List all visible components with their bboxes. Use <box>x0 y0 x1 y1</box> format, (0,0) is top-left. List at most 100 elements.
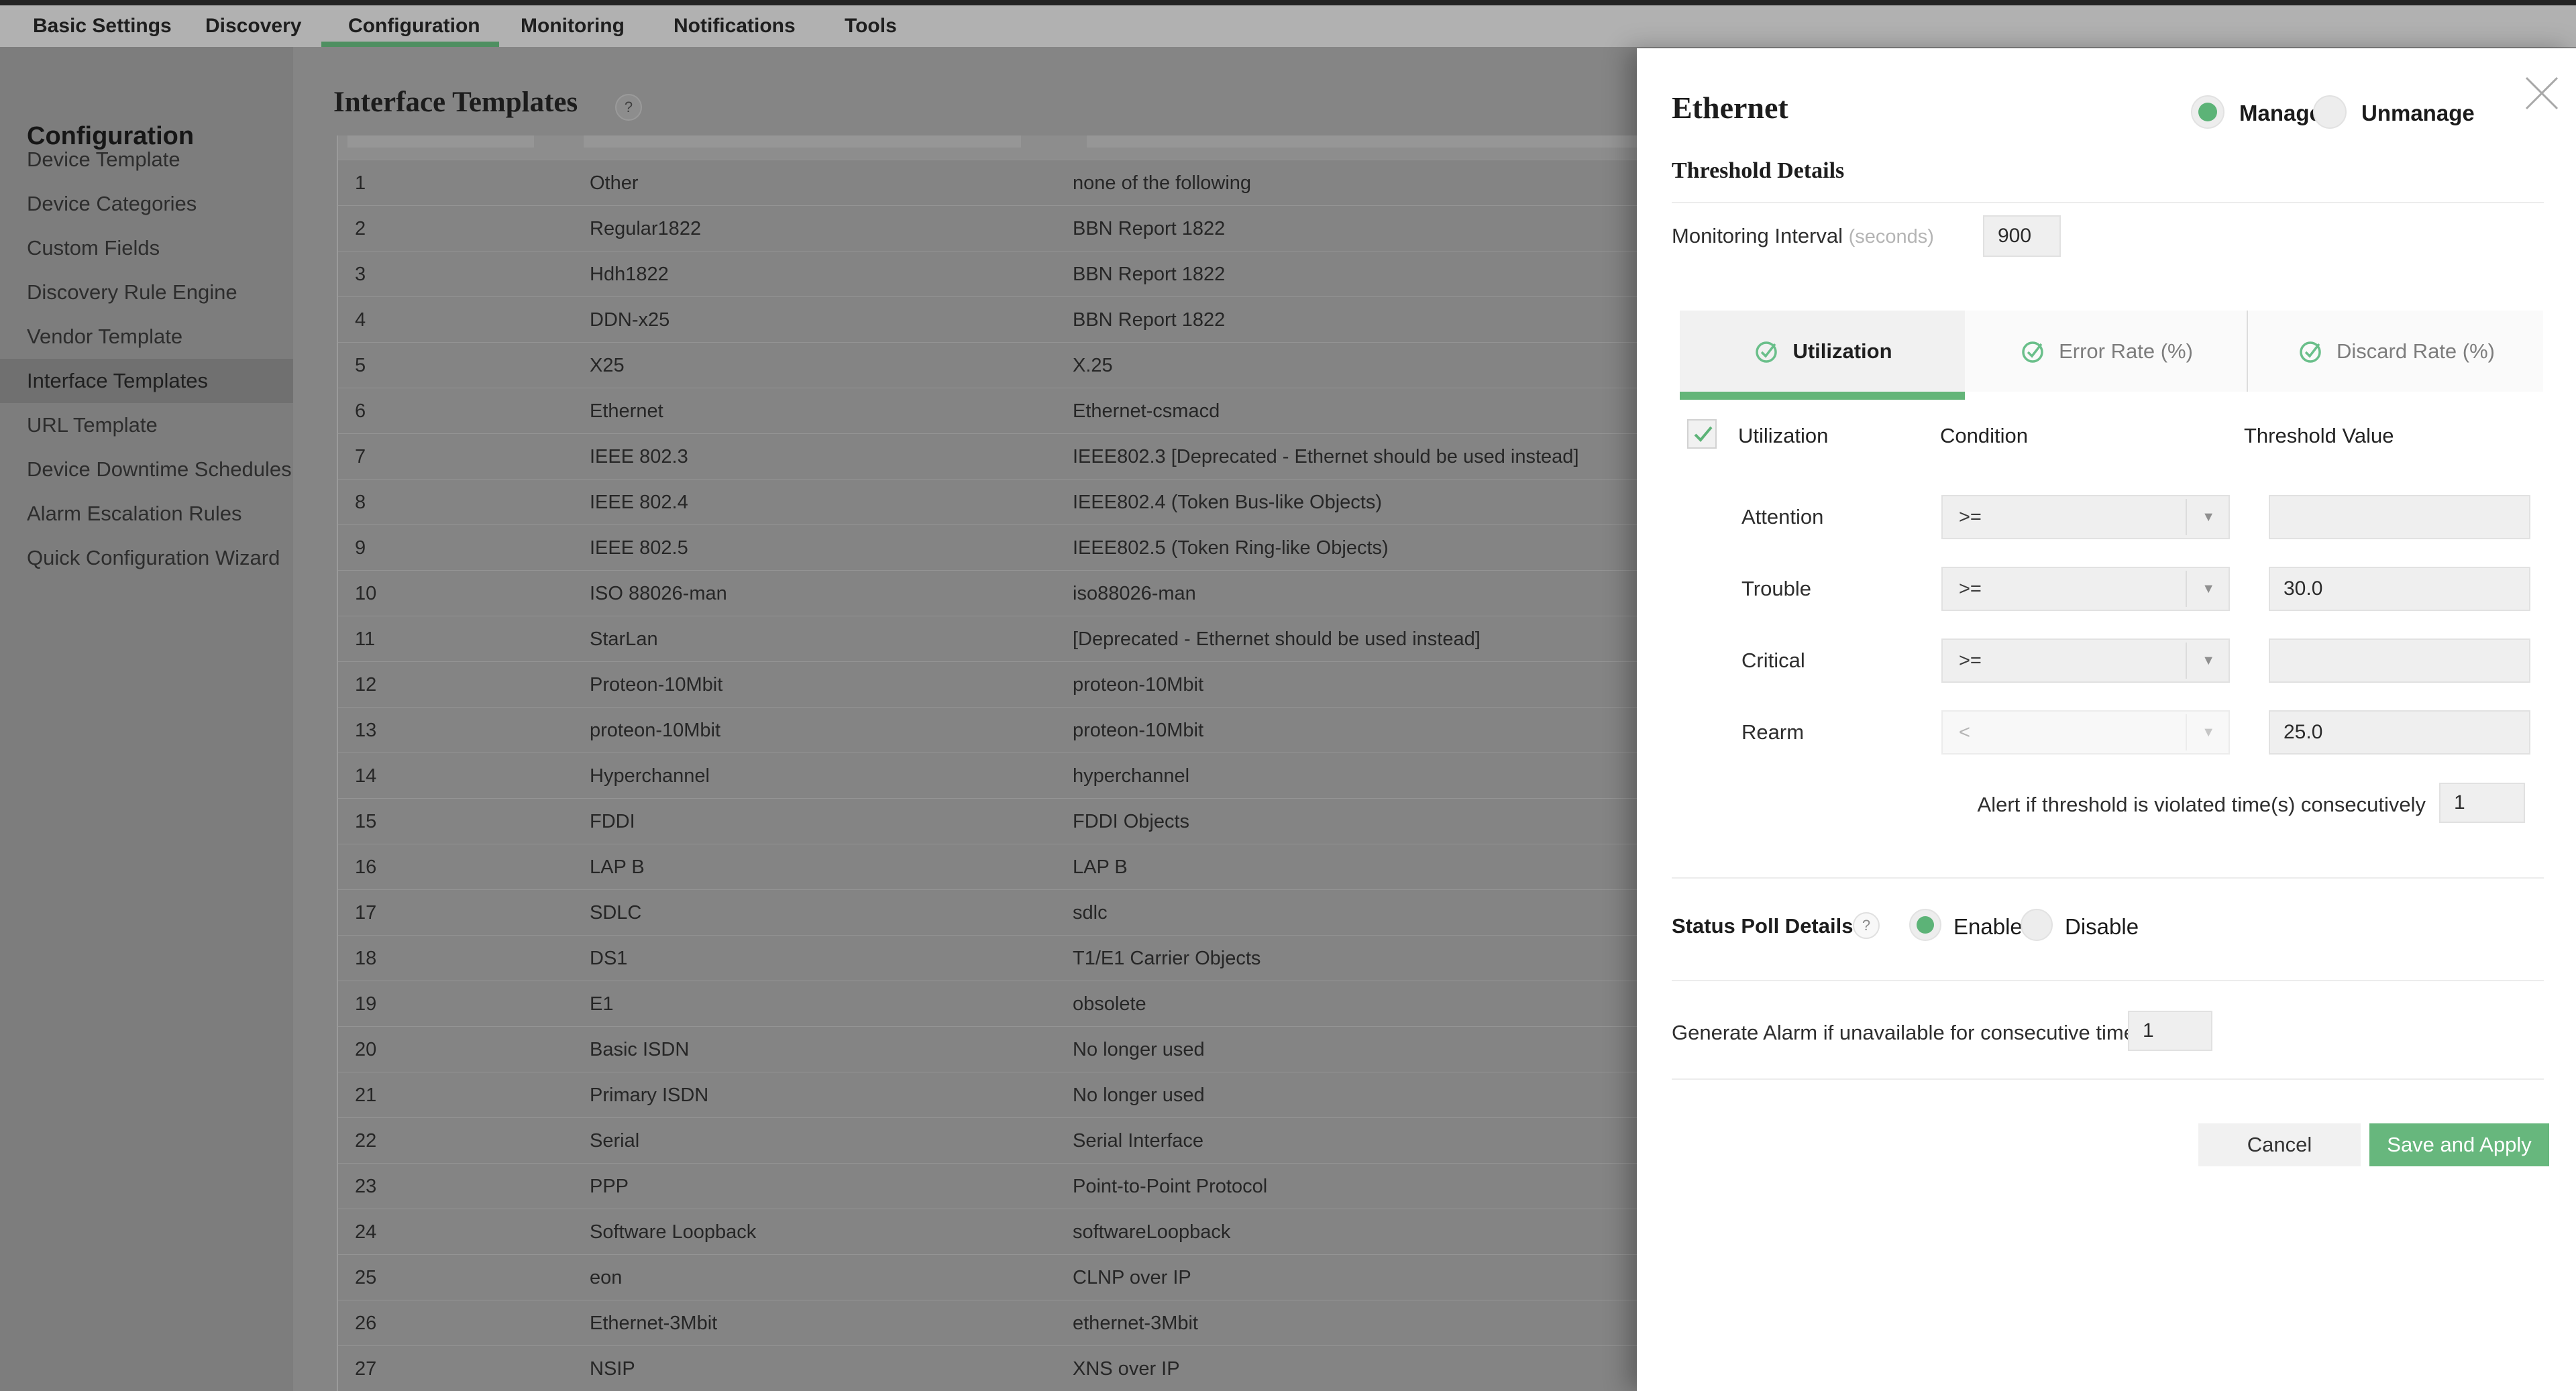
table-row[interactable]: 12 Proteon-10Mbit proteon-10Mbit <box>338 661 1652 708</box>
row-number: 24 <box>355 1221 377 1243</box>
template-name: Primary ISDN <box>590 1084 709 1106</box>
template-description: No longer used <box>1073 1084 1205 1106</box>
table-row[interactable]: 24 Software Loopback softwareLoopback <box>338 1209 1652 1255</box>
nav-tab-notifications[interactable]: Notifications <box>674 15 796 37</box>
nav-tab-configuration[interactable]: Configuration <box>348 15 480 37</box>
sidebar-item-label: Interface Templates <box>27 369 208 392</box>
manage-radio-label[interactable]: Manage <box>2239 101 2322 125</box>
tab-label: Error Rate (%) <box>2059 339 2193 363</box>
row-number: 15 <box>355 811 377 832</box>
table-row[interactable]: 17 SDLC sdlc <box>338 889 1652 936</box>
table-row[interactable]: 25 eon CLNP over IP <box>338 1254 1652 1300</box>
sidebar-item-discovery-rule-engine[interactable]: Discovery Rule Engine <box>0 270 293 315</box>
sidebar-item-custom-fields[interactable]: Custom Fields <box>0 226 293 270</box>
critical-condition-dropdown[interactable]: >= ▼ <box>1941 638 2230 683</box>
enable-radio[interactable] <box>1909 909 1941 941</box>
sidebar-item-interface-templates[interactable]: Interface Templates <box>0 359 293 403</box>
tab-error-rate[interactable]: Error Rate (%) <box>1965 311 2247 392</box>
table-row[interactable]: 14 Hyperchannel hyperchannel <box>338 753 1652 799</box>
enable-radio-label[interactable]: Enable <box>1953 914 2023 939</box>
tab-utilization[interactable]: Utilization <box>1680 311 1965 400</box>
utilization-checkbox[interactable] <box>1687 419 1717 449</box>
alert-consecutive-input[interactable]: 1 <box>2439 783 2525 823</box>
status-poll-help-icon[interactable]: ? <box>1853 912 1880 939</box>
table-row[interactable]: 6 Ethernet Ethernet-csmacd <box>338 388 1652 434</box>
table-row[interactable]: 26 Ethernet-3Mbit ethernet-3Mbit <box>338 1300 1652 1346</box>
table-row[interactable]: 13 proteon-10Mbit proteon-10Mbit <box>338 707 1652 753</box>
trouble-threshold-value-input[interactable]: 30.0 <box>2269 567 2530 611</box>
alert-consecutive-label: Alert if threshold is violated time(s) c… <box>1977 793 2426 816</box>
dropdown-separator <box>2186 643 2187 679</box>
disable-radio-label[interactable]: Disable <box>2065 914 2139 939</box>
nav-tab-monitoring[interactable]: Monitoring <box>521 15 625 37</box>
divider <box>1672 202 2544 203</box>
table-row[interactable]: 4 DDN-x25 BBN Report 1822 <box>338 296 1652 343</box>
sidebar-item-url-template[interactable]: URL Template <box>0 403 293 447</box>
table-row[interactable]: 9 IEEE 802.5 IEEE802.5 (Token Ring-like Ob… <box>338 524 1652 571</box>
table-row[interactable]: 15 FDDI FDDI Objects <box>338 798 1652 844</box>
cancel-button[interactable]: Cancel <box>2198 1123 2361 1166</box>
dropdown-separator <box>2186 499 2187 535</box>
table-row[interactable]: 3 Hdh1822 BBN Report 1822 <box>338 251 1652 297</box>
utilization-checkbox-label: Utilization <box>1738 424 1829 447</box>
sidebar-item-quick-configuration-wizard[interactable]: Quick Configuration Wizard <box>0 536 293 580</box>
settings-sidebar: Configuration Device Template Device Cate… <box>0 47 293 1391</box>
close-icon[interactable] <box>2521 72 2563 114</box>
template-description: BBN Report 1822 <box>1073 264 1226 285</box>
table-row[interactable]: 8 IEEE 802.4 IEEE802.4 (Token Bus-like Obj… <box>338 479 1652 525</box>
critical-threshold-value-input[interactable] <box>2269 638 2530 683</box>
manage-radio[interactable] <box>2191 95 2224 129</box>
table-row[interactable]: 22 Serial Serial Interface <box>338 1117 1652 1164</box>
table-row[interactable]: 1 Other none of the following <box>338 160 1652 206</box>
table-row[interactable]: 2 Regular1822 BBN Report 1822 <box>338 205 1652 252</box>
unmanage-radio-label[interactable]: Unmanage <box>2361 101 2475 125</box>
attention-condition-dropdown[interactable]: >= ▼ <box>1941 495 2230 539</box>
template-description: Ethernet-csmacd <box>1073 400 1220 422</box>
row-number: 12 <box>355 674 377 696</box>
status-poll-label: Status Poll Details <box>1672 914 1854 938</box>
template-description: T1/E1 Carrier Objects <box>1073 948 1261 969</box>
table-row[interactable]: 11 StarLan [Deprecated - Ethernet should b… <box>338 616 1652 662</box>
row-number: 25 <box>355 1267 377 1288</box>
sidebar-item-vendor-template[interactable]: Vendor Template <box>0 315 293 359</box>
sidebar-item-device-template[interactable]: Device Template <box>0 137 293 182</box>
monitoring-interval-input[interactable]: 900 <box>1983 215 2061 257</box>
table-row[interactable]: 16 LAP B LAP B <box>338 844 1652 890</box>
sidebar-item-device-categories[interactable]: Device Categories <box>0 182 293 226</box>
template-name: eon <box>590 1267 623 1288</box>
attention-threshold-value-input[interactable] <box>2269 495 2530 539</box>
table-row[interactable]: 21 Primary ISDN No longer used <box>338 1072 1652 1118</box>
monitoring-interval-unit: (seconds) <box>1848 226 1934 247</box>
table-row[interactable]: 7 IEEE 802.3 IEEE802.3 [Deprecated - Ether… <box>338 433 1652 480</box>
unmanage-radio[interactable] <box>2313 95 2347 129</box>
tab-discard-rate[interactable]: Discard Rate (%) <box>2248 311 2543 392</box>
row-number: 5 <box>355 355 366 376</box>
template-description: IEEE802.4 (Token Bus-like Objects) <box>1073 492 1382 513</box>
table-row[interactable]: 10 ISO 88026-man iso88026-man <box>338 570 1652 616</box>
row-number: 7 <box>355 446 366 467</box>
template-description: iso88026-man <box>1073 583 1196 604</box>
sidebar-item-alarm-escalation-rules[interactable]: Alarm Escalation Rules <box>0 492 293 536</box>
template-name: Hdh1822 <box>590 264 669 285</box>
nav-tab-discovery[interactable]: Discovery <box>205 15 302 37</box>
rearm-threshold-value-input[interactable]: 25.0 <box>2269 710 2530 755</box>
panel-title: Ethernet <box>1672 91 1788 125</box>
page-help-icon[interactable]: ? <box>615 94 642 121</box>
row-number: 22 <box>355 1130 377 1152</box>
generate-alarm-input[interactable]: 1 <box>2128 1011 2212 1051</box>
table-row[interactable]: 19 E1 obsolete <box>338 981 1652 1027</box>
save-and-apply-button[interactable]: Save and Apply <box>2369 1123 2549 1166</box>
rearm-severity-label: Rearm <box>1741 720 1805 744</box>
table-row[interactable]: 20 Basic ISDN No longer used <box>338 1026 1652 1072</box>
table-row[interactable]: 5 X25 X.25 <box>338 342 1652 388</box>
trouble-condition-dropdown[interactable]: >= ▼ <box>1941 567 2230 611</box>
nav-tab-basic-settings[interactable]: Basic Settings <box>33 15 172 37</box>
disable-radio[interactable] <box>2021 909 2053 941</box>
nav-tab-tools[interactable]: Tools <box>845 15 897 37</box>
template-description: none of the following <box>1073 172 1252 194</box>
table-row[interactable]: 23 PPP Point-to-Point Protocol <box>338 1163 1652 1209</box>
template-name: Hyperchannel <box>590 765 710 787</box>
table-row[interactable]: 27 NSIP XNS over IP <box>338 1345 1652 1391</box>
sidebar-item-device-downtime-schedules[interactable]: Device Downtime Schedules <box>0 447 293 492</box>
table-row[interactable]: 18 DS1 T1/E1 Carrier Objects <box>338 935 1652 981</box>
